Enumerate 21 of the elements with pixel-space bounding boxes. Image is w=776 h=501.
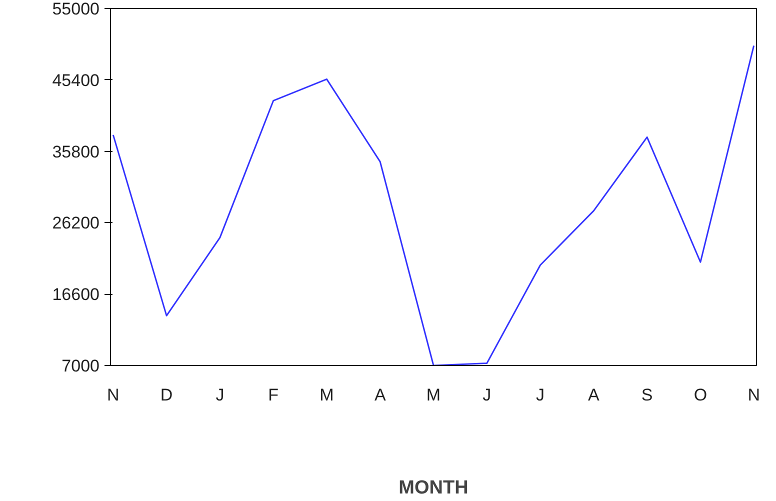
x-axis-title: MONTH — [398, 478, 468, 498]
x-tick-label: J — [482, 386, 492, 404]
x-tick-label: F — [268, 386, 279, 404]
x-tick-label: M — [426, 386, 441, 404]
x-tick-label: N — [107, 386, 120, 404]
x-tick-label: O — [694, 386, 708, 404]
y-tick-label: 55000 — [52, 0, 100, 18]
x-tick-label: J — [536, 386, 545, 404]
x-tick-label: S — [641, 386, 653, 404]
x-tick-label: N — [748, 386, 760, 404]
x-tick-label: D — [160, 386, 173, 404]
line-series — [112, 44, 755, 366]
y-tick-label: 7000 — [62, 356, 100, 376]
x-tick-label: A — [374, 386, 386, 404]
x-tick-label: A — [588, 386, 600, 404]
y-tick-label: 16600 — [52, 285, 100, 304]
x-tick-label: M — [320, 386, 334, 404]
y-tick-label: 26200 — [52, 214, 100, 233]
y-tick-label: 35800 — [52, 142, 100, 162]
y-tick-label: 45400 — [52, 70, 100, 90]
x-tick-label: J — [216, 386, 224, 404]
